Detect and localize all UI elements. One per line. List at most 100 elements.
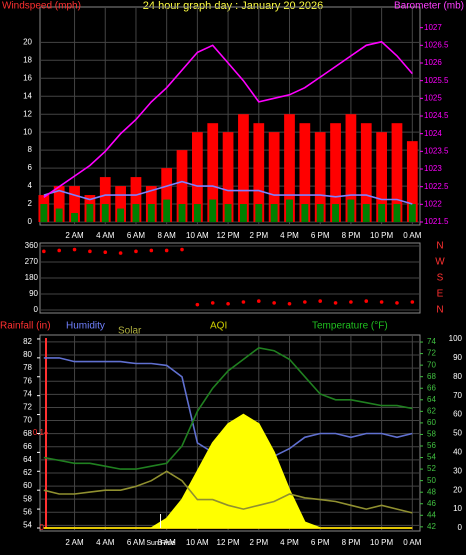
point <box>287 301 292 306</box>
bar <box>393 204 401 222</box>
point <box>379 300 384 304</box>
bar <box>406 141 418 222</box>
x-tick-label: 10 AM <box>186 231 209 240</box>
y2-tick-label: 74 <box>427 337 436 346</box>
bar <box>345 114 357 222</box>
bar <box>69 186 80 222</box>
bar <box>86 204 94 222</box>
y-tick-label: 62 <box>23 468 32 477</box>
bar <box>408 204 416 222</box>
y2-tick-label: 1024 <box>424 129 442 138</box>
line <box>43 346 413 470</box>
y2-tick-label: 1026 <box>424 58 442 67</box>
y-tick-label: 78 <box>23 363 32 372</box>
bar <box>178 204 186 222</box>
point <box>180 247 184 252</box>
point <box>210 301 215 305</box>
y-tick-label: 180 <box>25 273 39 282</box>
y-tick-label: 56 <box>23 507 32 516</box>
bar <box>268 132 280 222</box>
y-tick-label: 4 <box>28 181 33 190</box>
legend-entry: AQI <box>210 321 227 332</box>
x-tick-label: 2 AM <box>65 538 84 547</box>
bar <box>101 204 109 222</box>
y-tick-label: 58 <box>23 494 32 503</box>
y2-tick-label: 72 <box>427 349 436 358</box>
y-tick-label: 6 <box>28 163 33 172</box>
x-tick-label: 6 PM <box>311 231 330 240</box>
y2-tick-label: 52 <box>427 464 436 473</box>
x-tick-label: 10 PM <box>370 231 393 240</box>
point <box>88 249 92 254</box>
y-tick-label: 270 <box>25 257 39 266</box>
y3-tick-label: 50 <box>453 429 462 438</box>
x-tick-label: 10 PM <box>370 538 393 547</box>
point <box>164 248 169 253</box>
y-tick-label: 18 <box>23 55 32 64</box>
y-tick-label: 8 <box>28 145 33 154</box>
x-tick-label: 12 PM <box>217 538 240 547</box>
y2-tick-label: 64 <box>427 395 436 404</box>
y-tick-label: 90 <box>29 289 38 298</box>
point <box>395 301 399 305</box>
bar <box>176 150 188 222</box>
y2-tick-label: 1024.5 <box>424 111 449 120</box>
bar <box>222 132 234 222</box>
y-tick-label: 0 <box>28 217 33 226</box>
point <box>149 248 154 253</box>
bar <box>299 123 311 222</box>
y3-tick-label: 80 <box>453 372 462 381</box>
area <box>43 413 413 529</box>
y2-tick-label: 50 <box>427 476 436 485</box>
point <box>256 299 261 303</box>
y2-tick-label: 68 <box>427 372 436 381</box>
y2-tick-label: 1022 <box>424 199 442 208</box>
y3-tick-label: 10 <box>453 504 462 513</box>
annotation: Sun Rise <box>146 540 175 547</box>
y-tick-label: 80 <box>23 350 32 359</box>
y3-tick-label: 40 <box>453 447 462 456</box>
legend-entry: Barometer (mb) <box>394 1 464 12</box>
bar <box>239 204 247 222</box>
bar <box>207 123 219 222</box>
x-tick-label: 8 AM <box>158 231 177 240</box>
bar <box>238 114 249 222</box>
line <box>43 40 413 198</box>
x-tick-label: 6 PM <box>311 538 330 547</box>
y2-tick-label: 1021.5 <box>424 217 449 226</box>
bar <box>147 204 155 222</box>
legend-entry: Humidity <box>66 321 105 332</box>
y2-tick-label: 1025.5 <box>424 76 449 85</box>
point <box>118 251 123 255</box>
y-tick-label: 76 <box>23 376 32 385</box>
bar <box>40 204 48 222</box>
bar <box>347 199 355 222</box>
x-tick-label: 8 PM <box>342 538 361 547</box>
y-tick-label: 0 <box>34 305 39 314</box>
compass-label: E <box>437 289 444 300</box>
bar <box>301 204 309 222</box>
point <box>42 249 46 254</box>
y-tick-label: 360 <box>25 241 39 250</box>
x-tick-label: 4 PM <box>280 231 299 240</box>
bar <box>193 204 201 222</box>
y3-tick-label: 30 <box>453 466 462 475</box>
legend-entry: Rainfall (in) <box>0 321 51 332</box>
y-tick-label: 12 <box>23 109 32 118</box>
point <box>303 300 307 304</box>
point <box>195 302 200 307</box>
bar <box>253 123 265 222</box>
bar <box>132 204 140 222</box>
x-tick-label: 10 AM <box>186 538 209 547</box>
compass-label: N <box>436 305 443 316</box>
bar <box>115 186 126 222</box>
y2-tick-label: 58 <box>427 430 436 439</box>
y2-tick-label: 66 <box>427 383 436 392</box>
y2-tick-label: 46 <box>427 499 436 508</box>
y-tick-label: 74 <box>23 389 32 398</box>
bar <box>55 208 63 222</box>
y2-tick-label: 54 <box>427 453 436 462</box>
line <box>43 470 413 514</box>
x-tick-label: 4 PM <box>280 538 299 547</box>
x-tick-label: 2 PM <box>249 231 268 240</box>
